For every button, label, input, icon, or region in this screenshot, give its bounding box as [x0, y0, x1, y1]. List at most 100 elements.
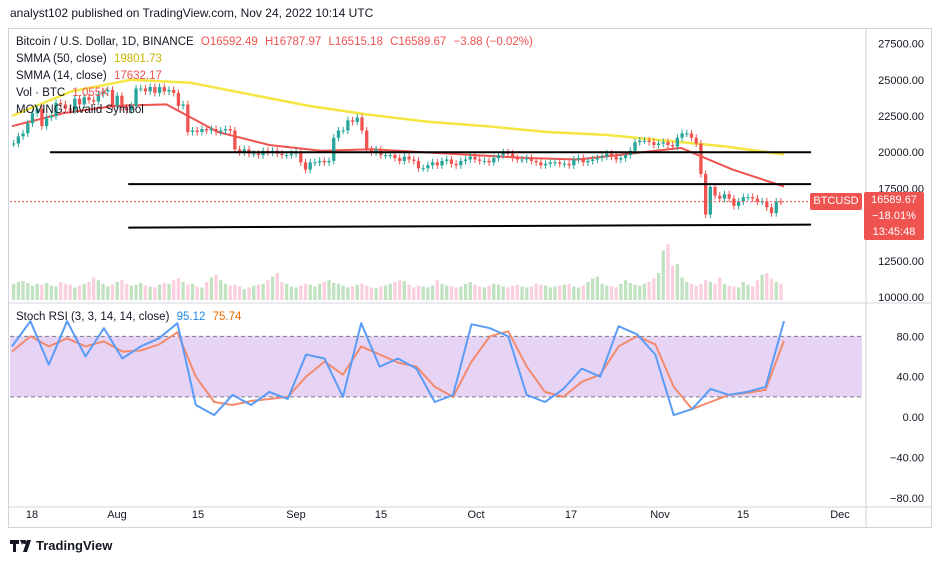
- candle-body: [576, 158, 581, 160]
- volume-bar: [63, 283, 68, 300]
- volume-bar: [722, 283, 727, 300]
- candle-body: [407, 156, 411, 160]
- volume-bar: [398, 280, 402, 300]
- candle-body: [633, 142, 637, 151]
- volume-bar: [40, 284, 44, 300]
- candle-body: [732, 198, 736, 206]
- candle-body: [21, 133, 25, 137]
- time-tick-label: Nov: [650, 509, 670, 521]
- candle-body: [741, 197, 745, 202]
- candle-body: [553, 162, 557, 164]
- legend-volume-label: Vol · BTC: [16, 87, 66, 99]
- volume-bar: [68, 284, 72, 300]
- candle-body: [703, 173, 708, 215]
- candle-body: [459, 160, 463, 166]
- price-box: 16589.67 −18.01% 13:45:48: [864, 192, 924, 240]
- candle-body: [195, 130, 199, 132]
- candle-body: [209, 129, 214, 131]
- candle-body: [134, 88, 138, 106]
- volume-bar: [115, 282, 119, 300]
- volume-bar: [525, 287, 529, 300]
- volume-bar: [30, 285, 35, 300]
- tradingview-logo[interactable]: TradingView: [10, 538, 112, 553]
- stoch-k-line: [11, 320, 785, 417]
- volume-bar: [355, 284, 359, 300]
- candle-body: [727, 194, 731, 199]
- stoch-tick-label: −40.00: [890, 453, 924, 465]
- time-tick-label: 15: [375, 509, 387, 521]
- candle-body: [595, 158, 600, 160]
- price-tick-label: 20000.00: [878, 147, 924, 159]
- candle-body: [473, 156, 477, 160]
- legend-stoch-d: 75.74: [212, 311, 242, 323]
- volume-bar: [478, 286, 482, 300]
- time-tick-label: 15: [192, 509, 204, 521]
- candle-body: [388, 155, 392, 157]
- time-tick-label: 17: [565, 509, 577, 521]
- candle-body: [416, 160, 421, 169]
- volume-bar: [562, 284, 567, 300]
- tradingview-logo-icon: [10, 539, 31, 552]
- candle-body: [718, 195, 722, 199]
- volume-bar: [317, 283, 322, 300]
- volume-bar: [496, 284, 501, 300]
- volume-bar: [73, 287, 77, 300]
- volume-bar: [718, 277, 722, 300]
- candle-body: [572, 159, 576, 166]
- candle-body: [148, 87, 152, 92]
- volume-bar: [774, 282, 778, 300]
- volume-bar: [129, 285, 133, 300]
- volume-bar: [294, 287, 298, 300]
- volume-bar: [205, 282, 209, 300]
- volume-bar: [157, 284, 162, 300]
- volume-bar: [388, 283, 392, 300]
- candle-body: [666, 142, 670, 145]
- volume-bar: [12, 283, 16, 300]
- volume-bar: [35, 283, 39, 300]
- candle-body: [623, 155, 628, 159]
- legend-smma50-label: SMMA (50, close): [16, 53, 107, 65]
- candle-body: [92, 100, 96, 102]
- time-tick-label: Dec: [830, 509, 850, 521]
- candle-body: [694, 137, 698, 144]
- candle-body: [539, 162, 543, 166]
- time-tick-label: Sep: [286, 509, 306, 521]
- candle-body: [167, 89, 171, 92]
- volume-bar: [633, 284, 637, 300]
- candle-body: [642, 140, 647, 142]
- volume-bar: [751, 286, 755, 300]
- time-tick-label: Oct: [467, 509, 484, 521]
- legend-smma14-value: 17632.17: [113, 70, 162, 82]
- legend-moving-label: MOVING: Invalid Symbol: [16, 104, 144, 116]
- candle-body: [534, 160, 538, 163]
- candle-body: [614, 156, 618, 160]
- candle-body: [157, 87, 162, 93]
- tradingview-brand-name: TradingView: [36, 538, 113, 553]
- candle-body: [600, 156, 604, 159]
- volume-bar: [341, 285, 345, 300]
- volume-bar: [223, 283, 228, 300]
- volume-bar: [242, 289, 246, 300]
- volume-bar: [755, 280, 760, 300]
- candle-body: [779, 201, 783, 203]
- legend-symbol: Bitcoin / U.S. Dollar, 1D, BINANCE: [16, 36, 194, 48]
- candle-body: [313, 162, 317, 164]
- candle-body: [87, 97, 91, 101]
- volume-bar: [181, 282, 185, 300]
- candle-body: [529, 158, 534, 161]
- candle-body: [548, 162, 552, 164]
- legend-volume-value: 1.055K: [72, 87, 109, 99]
- candle-body: [77, 98, 82, 105]
- ticker-tag: BTCUSD: [810, 193, 862, 210]
- candle-body: [496, 155, 501, 159]
- candle-body: [336, 130, 341, 138]
- legend-close: C16589.67: [390, 36, 447, 48]
- volume-bar: [299, 285, 303, 300]
- volume-bar: [190, 283, 195, 300]
- candle-body: [219, 130, 223, 132]
- volume-bar: [463, 283, 468, 300]
- candle-body: [435, 162, 439, 166]
- volume-bar: [713, 283, 717, 300]
- candle-body: [430, 162, 435, 166]
